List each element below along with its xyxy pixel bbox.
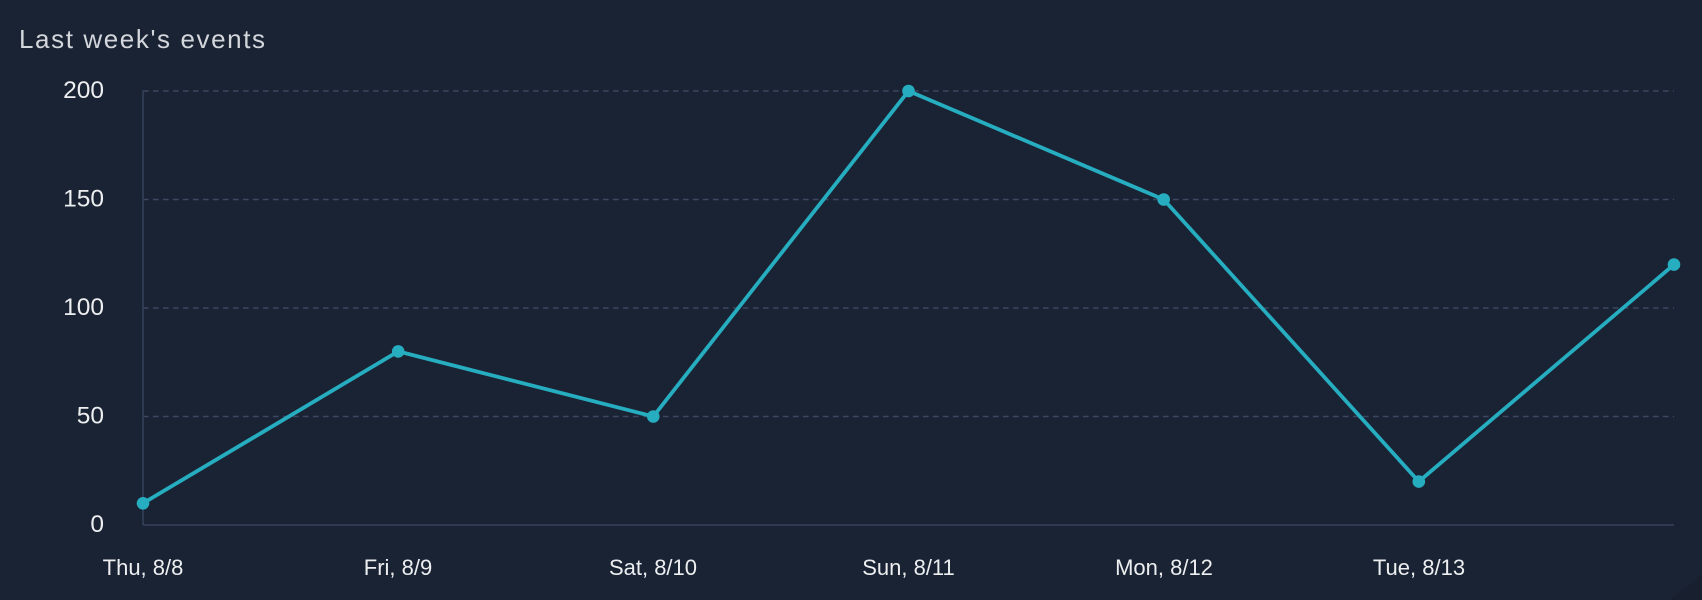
svg-text:150: 150 xyxy=(63,186,104,213)
svg-text:Sat, 8/10: Sat, 8/10 xyxy=(609,555,697,580)
svg-text:Last week's events: Last week's events xyxy=(19,24,267,54)
svg-text:50: 50 xyxy=(77,403,104,430)
svg-text:Tue, 8/13: Tue, 8/13 xyxy=(1373,555,1465,580)
svg-text:Mon, 8/12: Mon, 8/12 xyxy=(1115,555,1213,580)
svg-text:Fri, 8/9: Fri, 8/9 xyxy=(364,555,432,580)
svg-text:Sun, 8/11: Sun, 8/11 xyxy=(862,555,955,580)
svg-text:100: 100 xyxy=(63,294,104,321)
svg-text:Thu, 8/8: Thu, 8/8 xyxy=(103,555,184,580)
svg-text:0: 0 xyxy=(90,511,104,538)
svg-text:200: 200 xyxy=(63,77,104,104)
